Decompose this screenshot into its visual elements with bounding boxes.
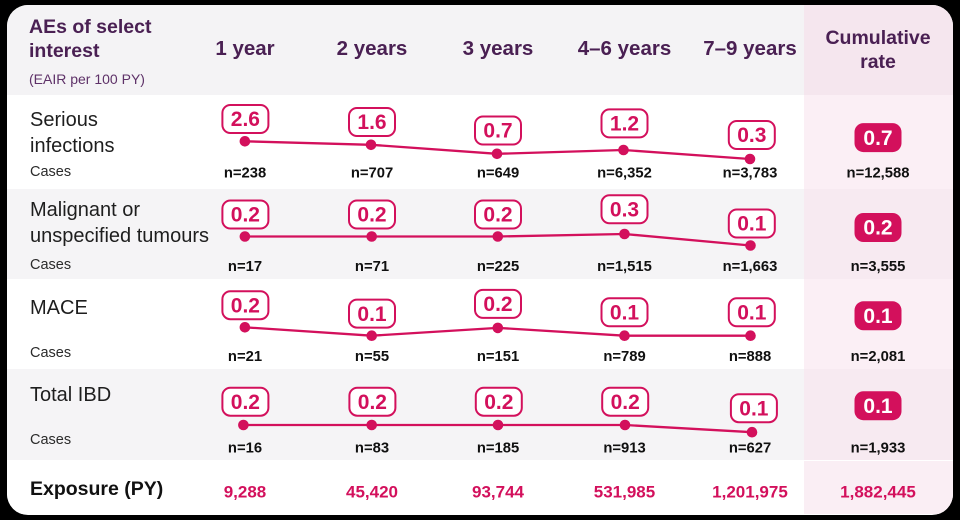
svg-text:n=71: n=71 (355, 259, 389, 275)
svg-text:0.3: 0.3 (610, 199, 639, 222)
svg-text:0.1: 0.1 (737, 302, 767, 325)
svg-text:531,985: 531,985 (594, 483, 655, 502)
svg-text:0.2: 0.2 (484, 391, 513, 414)
svg-text:0.7: 0.7 (863, 127, 892, 150)
svg-text:0.7: 0.7 (483, 120, 512, 143)
svg-text:93,744: 93,744 (472, 483, 525, 502)
svg-text:n=1,663: n=1,663 (723, 259, 778, 275)
svg-text:0.2: 0.2 (357, 204, 386, 227)
svg-text:n=1,933: n=1,933 (851, 441, 906, 457)
svg-text:0.1: 0.1 (739, 397, 769, 420)
svg-text:0.2: 0.2 (863, 217, 892, 240)
svg-text:0.2: 0.2 (231, 391, 260, 414)
svg-text:1.6: 1.6 (357, 111, 386, 134)
svg-text:45,420: 45,420 (346, 483, 398, 502)
svg-text:0.1: 0.1 (610, 302, 640, 325)
svg-text:n=888: n=888 (729, 349, 771, 365)
svg-text:1,882,445: 1,882,445 (840, 483, 916, 502)
svg-text:n=2,081: n=2,081 (851, 349, 906, 365)
svg-text:n=913: n=913 (603, 441, 645, 457)
svg-text:n=627: n=627 (729, 441, 771, 457)
svg-text:1.2: 1.2 (610, 113, 639, 136)
svg-text:0.2: 0.2 (231, 294, 260, 317)
svg-text:n=55: n=55 (355, 349, 389, 365)
svg-text:0.2: 0.2 (483, 204, 512, 227)
svg-text:n=16: n=16 (228, 441, 262, 457)
svg-text:n=707: n=707 (351, 166, 393, 182)
svg-text:n=789: n=789 (603, 349, 645, 365)
svg-text:n=83: n=83 (355, 441, 389, 457)
svg-text:n=225: n=225 (477, 259, 519, 275)
svg-text:0.1: 0.1 (357, 303, 387, 326)
svg-text:0.2: 0.2 (611, 391, 640, 414)
svg-text:9,288: 9,288 (224, 483, 267, 502)
svg-text:n=12,588: n=12,588 (847, 166, 910, 182)
svg-text:0.1: 0.1 (737, 213, 767, 236)
svg-text:n=6,352: n=6,352 (597, 166, 652, 182)
svg-text:n=1,515: n=1,515 (597, 259, 652, 275)
svg-text:n=185: n=185 (477, 441, 519, 457)
svg-text:n=21: n=21 (228, 349, 262, 365)
svg-text:n=3,555: n=3,555 (851, 259, 906, 275)
svg-text:2.6: 2.6 (231, 108, 260, 131)
svg-text:0.1: 0.1 (863, 395, 893, 418)
svg-text:0.3: 0.3 (737, 124, 766, 147)
svg-text:0.2: 0.2 (483, 293, 512, 316)
svg-text:0.2: 0.2 (231, 204, 260, 227)
svg-text:0.2: 0.2 (358, 391, 387, 414)
svg-text:0.1: 0.1 (863, 305, 893, 328)
svg-text:n=3,783: n=3,783 (723, 166, 778, 182)
svg-text:1,201,975: 1,201,975 (712, 483, 788, 502)
svg-text:n=238: n=238 (224, 166, 266, 182)
svg-text:n=151: n=151 (477, 349, 519, 365)
svg-text:n=17: n=17 (228, 259, 262, 275)
svg-text:n=649: n=649 (477, 166, 519, 182)
